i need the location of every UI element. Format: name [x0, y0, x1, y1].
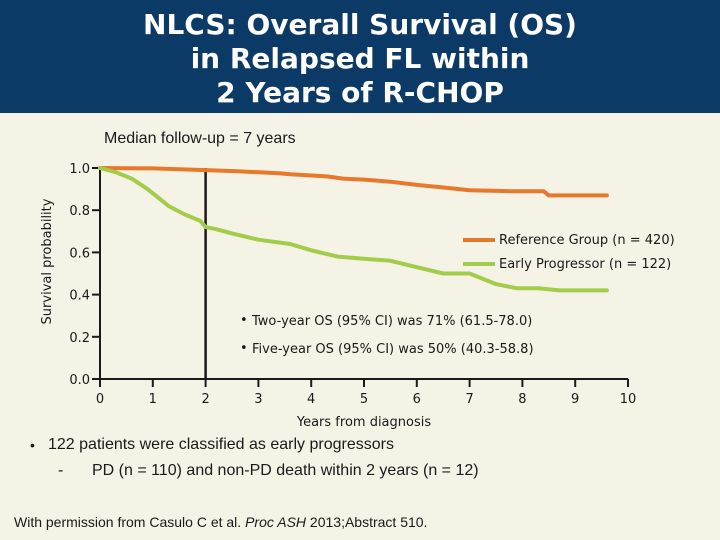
title-line: 2 Years of R-CHOP [216, 76, 504, 109]
chart-annotations: • Two-year OS (95% CI) was 71% (61.5-78.0… [240, 313, 534, 357]
title-line: NLCS: Overall Survival (OS) [143, 8, 577, 41]
x-tick-label: 8 [518, 392, 526, 407]
y-tick-label: 0.8 [69, 204, 90, 219]
x-tick-label: 0 [96, 392, 104, 407]
y-tick-label: 1.0 [69, 162, 90, 177]
early-progressor-line [98, 166, 609, 293]
x-tick-label: 9 [571, 392, 579, 407]
y-tick-label: 0.4 [69, 289, 90, 304]
reference-group-line [98, 166, 609, 198]
y-tick-label: 0.6 [69, 246, 90, 261]
x-tick-label: 6 [413, 392, 421, 407]
bullet-item: • 122 patients were classified as early … [30, 435, 479, 459]
source-journal: Proc ASH [245, 514, 307, 530]
x-axis-label: Years from diagnosis [296, 415, 431, 430]
source-citation: With permission from Casulo C et al. Pro… [14, 514, 427, 530]
sub-bullet-dash: - [58, 462, 64, 479]
annotation-text: Five-year OS (95% CI) was 50% (40.3-58.8… [252, 342, 534, 357]
x-tick-label: 7 [465, 392, 473, 407]
legend-label-early: Early Progressor (n = 122) [499, 257, 671, 272]
annotation-bullet: • [240, 313, 248, 328]
annotation-bullet: • [240, 341, 248, 356]
x-tick-label: 3 [254, 392, 262, 407]
chart-subtitle: Median follow-up = 7 years [104, 130, 296, 147]
annotation-text: Two-year OS (95% CI) was 71% (61.5-78.0) [251, 314, 532, 329]
sub-bullet-text: PD (n = 110) and non-PD death within 2 y… [92, 462, 479, 479]
y-tick-label: 0.0 [69, 373, 90, 388]
title-line: in Relapsed FL within [190, 42, 530, 75]
x-tick-label: 5 [360, 392, 368, 407]
x-tick-label: 10 [620, 392, 637, 407]
legend-label-reference: Reference Group (n = 420) [499, 233, 675, 248]
bullet-text: 122 patients were classified as early pr… [48, 436, 394, 453]
bullet-list: • 122 patients were classified as early … [30, 435, 479, 485]
title-banner [0, 0, 720, 113]
chart-axes: 0 1 2 3 4 5 6 7 8 9 10 0.0 0.2 0.4 0.6 0.8 1.0 Years from… [40, 162, 636, 430]
sub-bullet-item: - PD (n = 110) and non-PD death within 2… [30, 461, 479, 485]
chart-series-layer [98, 166, 609, 379]
source-suffix: 2013;Abstract 510. [309, 514, 428, 530]
y-axis-label: Survival probability [40, 198, 55, 324]
y-tick-label: 0.2 [69, 331, 90, 346]
bullet-dot: • [30, 437, 35, 453]
x-tick-label: 1 [149, 392, 157, 407]
x-tick-label: 4 [307, 392, 315, 407]
slide-title: NLCS: Overall Survival (OS) in Relapsed … [0, 8, 720, 110]
x-tick-label: 2 [201, 392, 209, 407]
chart-legend: Reference Group (n = 420) Early Progresso… [463, 233, 675, 272]
source-prefix: With permission from Casulo C et al. [14, 514, 242, 530]
